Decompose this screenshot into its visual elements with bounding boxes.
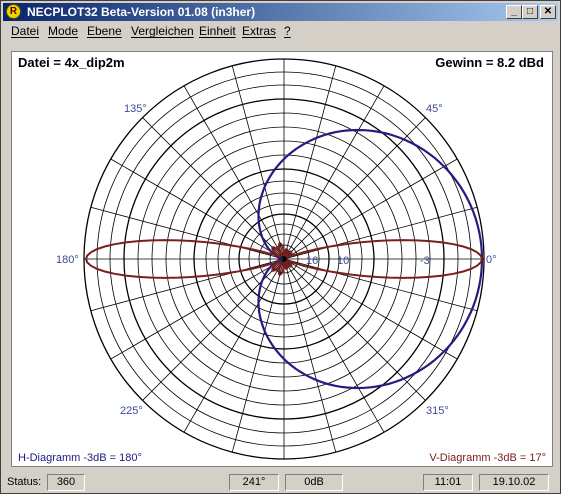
angle-label-45: 45° (426, 103, 443, 115)
angle-label-0: 0° (486, 254, 497, 266)
status-value: 360 (47, 474, 85, 491)
v-diagram-label: V-Diagramm -3dB = 17° (429, 452, 546, 464)
menu-einheit[interactable]: Einheit (199, 24, 236, 38)
status-label: Status: (7, 476, 42, 488)
angle-label-225: 225° (120, 405, 143, 417)
polar-grid (83, 58, 485, 460)
status-time: 11:01 (423, 474, 473, 491)
menu-datei[interactable]: Datei (11, 24, 40, 38)
menu-mode[interactable]: Mode (48, 24, 79, 38)
status-bar: Status: 360 241° 0dB 11:01 19.10.02 (3, 473, 558, 493)
angle-label-315: 315° (426, 405, 449, 417)
ring-label-10: 10 (337, 255, 349, 267)
grid-spoke (90, 206, 478, 312)
menu-vergleichen[interactable]: Vergleichen (131, 24, 194, 38)
polar-plot-area[interactable]: 0° 45° 135° 180° 225° 315° -3 10 16 Date… (11, 51, 553, 467)
ring-label-minus3: -3 (420, 255, 430, 267)
minimize-button[interactable]: _ (506, 5, 522, 19)
title-bar[interactable]: R NECPLOT32 Beta-Version 01.08 (in3her) … (3, 3, 558, 21)
h-pattern-curve (257, 128, 484, 390)
angle-label-135: 135° (124, 103, 147, 115)
menu-extras[interactable]: Extras (242, 24, 277, 38)
menu-help[interactable]: ? (284, 24, 291, 38)
window-title: NECPLOT32 Beta-Version 01.08 (in3her) (27, 5, 256, 19)
gain-label: Gewinn = 8.2 dBd (435, 55, 544, 70)
file-label: Datei = 4x_dip2m (18, 55, 125, 70)
status-angle: 241° (229, 474, 279, 491)
app-icon[interactable]: R (6, 4, 21, 19)
menu-ebene[interactable]: Ebene (87, 24, 122, 38)
v-pattern-curve (84, 239, 484, 279)
status-date: 19.10.02 (479, 474, 549, 491)
polar-diagram: 0° 45° 135° 180° 225° 315° -3 10 16 (56, 58, 497, 460)
ring-label-16: 16 (306, 255, 318, 267)
angle-label-180: 180° (56, 254, 79, 266)
maximize-button[interactable]: □ (522, 5, 538, 19)
status-db: 0dB (285, 474, 343, 491)
h-diagram-label: H-Diagramm -3dB = 180° (18, 452, 142, 464)
close-button[interactable]: ✕ (540, 5, 556, 19)
menu-bar: Datei Mode Ebene Vergleichen Einheit Ext… (3, 22, 558, 41)
